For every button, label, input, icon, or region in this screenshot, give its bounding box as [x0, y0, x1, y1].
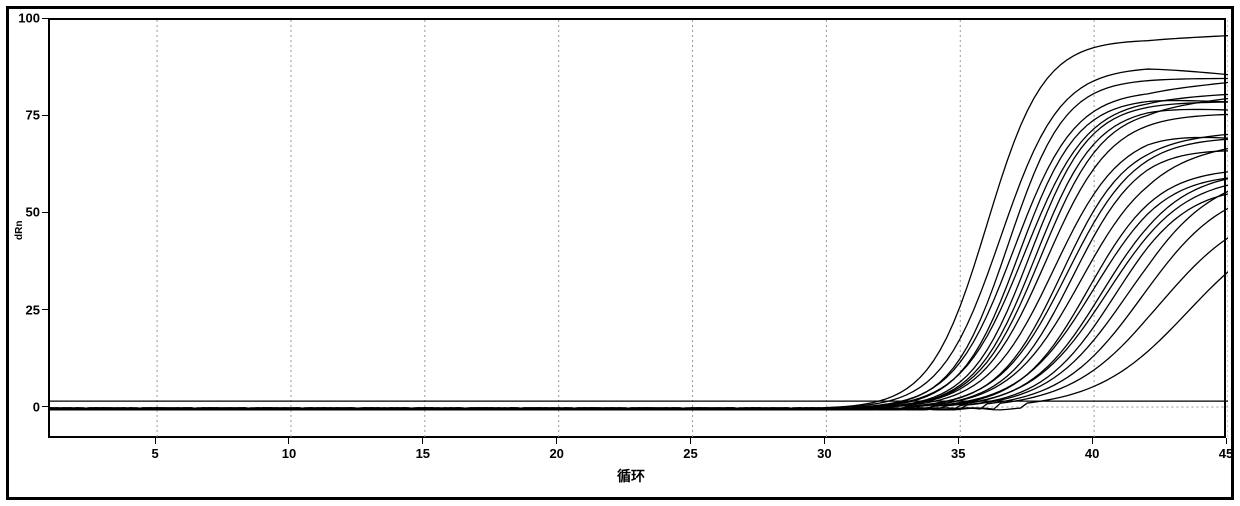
y-tick	[42, 212, 48, 213]
y-tick	[42, 18, 48, 19]
x-tick	[1092, 438, 1093, 444]
chart-svg	[50, 20, 1228, 440]
y-tick	[42, 309, 48, 310]
x-tick	[1226, 438, 1227, 444]
x-tick-label: 40	[1085, 446, 1099, 461]
chart-plot-area	[48, 18, 1226, 438]
y-tick-label: 75	[26, 108, 40, 123]
x-tick	[288, 438, 289, 444]
x-tick	[958, 438, 959, 444]
x-tick-label: 30	[817, 446, 831, 461]
x-tick-label: 5	[151, 446, 158, 461]
x-tick	[556, 438, 557, 444]
y-tick-label: 25	[26, 302, 40, 317]
x-tick-label: 20	[549, 446, 563, 461]
x-tick-label: 15	[416, 446, 430, 461]
x-tick-label: 35	[951, 446, 965, 461]
x-tick	[690, 438, 691, 444]
x-tick-label: 10	[282, 446, 296, 461]
y-tick-label: 100	[18, 11, 40, 26]
x-tick-label: 45	[1219, 446, 1233, 461]
y-tick	[42, 406, 48, 407]
y-tick	[42, 115, 48, 116]
x-tick	[422, 438, 423, 444]
y-axis-label: dRn	[14, 221, 25, 240]
x-tick-label: 25	[683, 446, 697, 461]
y-tick-label: 0	[33, 399, 40, 414]
x-axis-label: 循环	[617, 466, 645, 486]
x-tick	[155, 438, 156, 444]
x-tick	[824, 438, 825, 444]
y-tick-label: 50	[26, 205, 40, 220]
